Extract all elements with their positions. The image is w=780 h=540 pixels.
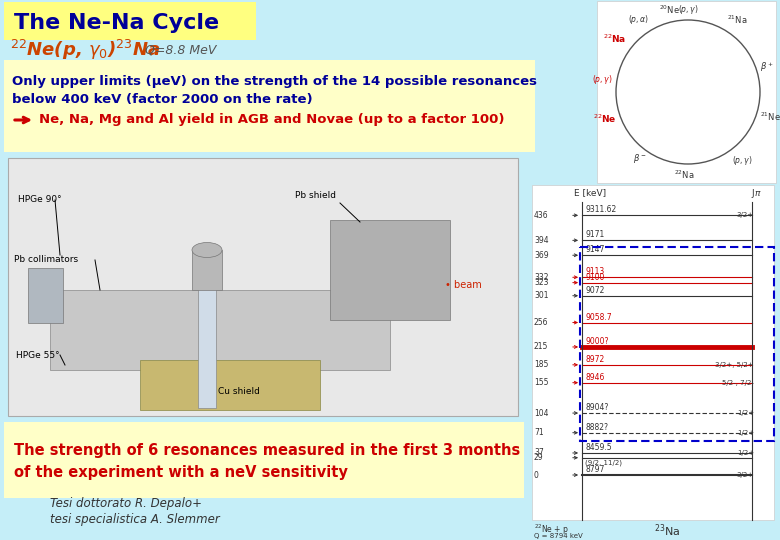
Text: 1/2+: 1/2+	[737, 430, 754, 436]
FancyBboxPatch shape	[4, 422, 524, 498]
Text: Only upper limits (μeV) on the strength of the 14 possible resonances: Only upper limits (μeV) on the strength …	[12, 76, 537, 89]
Text: 9171: 9171	[585, 231, 604, 239]
Text: 369: 369	[534, 251, 548, 260]
Text: $^{23}$Na: $^{23}$Na	[654, 522, 680, 538]
Text: 1/2+: 1/2+	[737, 410, 754, 416]
Text: $(p,\gamma)$: $(p,\gamma)$	[678, 3, 698, 16]
Text: $^{22}$Na: $^{22}$Na	[673, 168, 694, 181]
Text: 9113: 9113	[585, 267, 604, 276]
Text: $^{20}$Ne: $^{20}$Ne	[659, 4, 679, 16]
Text: HPGe 90°: HPGe 90°	[18, 195, 62, 205]
Text: $^{21}$Ne: $^{21}$Ne	[760, 110, 780, 123]
FancyBboxPatch shape	[8, 158, 518, 416]
Text: HPGe 55°: HPGe 55°	[16, 350, 59, 360]
Text: • beam: • beam	[445, 280, 482, 290]
Text: $^{22}$Ne + p: $^{22}$Ne + p	[534, 523, 569, 537]
Text: 3/2+: 3/2+	[737, 472, 754, 478]
Text: Ne, Na, Mg and Al yield in AGB and Novae (up to a factor 100): Ne, Na, Mg and Al yield in AGB and Novae…	[39, 113, 505, 126]
Text: 104: 104	[534, 409, 548, 417]
Text: 8946: 8946	[585, 373, 604, 382]
Text: below 400 keV (factor 2000 on the rate): below 400 keV (factor 2000 on the rate)	[12, 93, 313, 106]
Text: Pb collimators: Pb collimators	[14, 255, 78, 265]
FancyBboxPatch shape	[140, 360, 320, 410]
Text: 3/2+: 3/2+	[737, 212, 754, 218]
Text: Q = 8794 keV: Q = 8794 keV	[534, 533, 583, 539]
Text: 9058.7: 9058.7	[585, 313, 612, 321]
FancyBboxPatch shape	[4, 60, 535, 152]
Text: 29: 29	[534, 453, 544, 462]
Text: 9000?: 9000?	[585, 337, 608, 346]
Text: 3/2+, 5/2+: 3/2+, 5/2+	[715, 362, 754, 368]
Text: The strength of 6 resonances measured in the first 3 months: The strength of 6 resonances measured in…	[14, 442, 520, 457]
Text: 8797: 8797	[585, 465, 604, 474]
FancyBboxPatch shape	[50, 290, 390, 370]
Text: 8904?: 8904?	[585, 403, 608, 412]
Text: 9100: 9100	[585, 273, 604, 282]
Text: 8882?: 8882?	[585, 423, 608, 431]
Text: 8972: 8972	[585, 355, 604, 364]
Text: $^{22}$Ne(p, $\mathit{\gamma_0}$)$^{23}$Na: $^{22}$Ne(p, $\mathit{\gamma_0}$)$^{23}$…	[10, 38, 161, 62]
Text: 9072: 9072	[585, 286, 604, 295]
Text: The Ne-Na Cycle: The Ne-Na Cycle	[14, 13, 219, 33]
FancyBboxPatch shape	[28, 268, 63, 323]
FancyBboxPatch shape	[330, 220, 450, 320]
Text: 332: 332	[534, 273, 548, 282]
Text: $^{22}$Ne: $^{22}$Ne	[593, 112, 616, 125]
Text: of the experiment with a neV sensitivity: of the experiment with a neV sensitivity	[14, 464, 348, 480]
Ellipse shape	[192, 242, 222, 258]
Text: tesi specialistica A. Slemmer: tesi specialistica A. Slemmer	[50, 514, 220, 526]
Text: 256: 256	[534, 318, 548, 327]
Text: 185: 185	[534, 360, 548, 369]
Text: Pb shield: Pb shield	[295, 191, 336, 199]
FancyBboxPatch shape	[198, 288, 216, 408]
Text: $^{22}$Na: $^{22}$Na	[603, 32, 626, 45]
Text: Tesi dottorato R. Depalo+: Tesi dottorato R. Depalo+	[50, 496, 202, 510]
Text: $\beta^+$: $\beta^+$	[760, 60, 773, 74]
FancyBboxPatch shape	[597, 1, 776, 183]
Text: $(p,\alpha)$: $(p,\alpha)$	[628, 12, 649, 25]
Text: 71: 71	[534, 428, 544, 437]
Text: 394: 394	[534, 236, 548, 245]
FancyBboxPatch shape	[4, 2, 256, 40]
Text: 37: 37	[534, 448, 544, 457]
Text: E [keV]: E [keV]	[574, 188, 606, 198]
Text: $\beta^-$: $\beta^-$	[633, 152, 647, 165]
Text: 9147: 9147	[585, 245, 604, 254]
Text: Cu shield: Cu shield	[218, 388, 260, 396]
Text: J$\pi$: J$\pi$	[751, 186, 762, 199]
Text: 8459.5: 8459.5	[585, 443, 612, 452]
Text: 436: 436	[534, 211, 548, 220]
Text: 9311.62: 9311.62	[585, 205, 616, 214]
FancyBboxPatch shape	[532, 185, 774, 520]
Text: 215: 215	[534, 342, 548, 352]
Text: 1/2+: 1/2+	[737, 450, 754, 456]
Text: 5/2-, 7/2-: 5/2-, 7/2-	[722, 380, 754, 386]
Text: $(p,\gamma)$: $(p,\gamma)$	[591, 73, 612, 86]
Text: Q=8.8 MeV: Q=8.8 MeV	[145, 44, 216, 57]
FancyBboxPatch shape	[192, 250, 222, 290]
Text: 323: 323	[534, 278, 548, 287]
Text: 0: 0	[534, 470, 539, 480]
Text: (9/2, 11/2): (9/2, 11/2)	[585, 460, 622, 466]
Text: 155: 155	[534, 378, 548, 387]
Text: 301: 301	[534, 291, 548, 300]
Text: $(p,\gamma)$: $(p,\gamma)$	[732, 154, 753, 167]
Text: $^{21}$Na: $^{21}$Na	[727, 14, 747, 25]
